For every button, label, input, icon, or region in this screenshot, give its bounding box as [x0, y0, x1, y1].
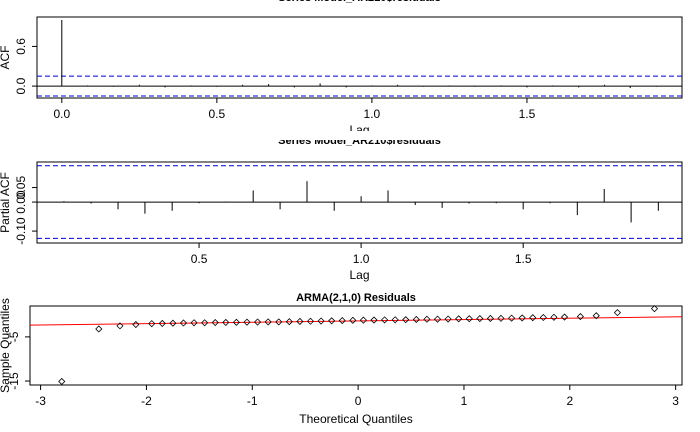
y-axis-label: Sample Quantiles: [0, 298, 12, 393]
qq-point: [391, 316, 399, 324]
qq-point: [306, 317, 315, 325]
y-axis-label: ACF: [0, 46, 12, 70]
qq-point: [370, 316, 378, 324]
x-tick-label: 2: [566, 394, 573, 408]
qq-point: [455, 315, 463, 323]
x-tick-label: 1: [461, 394, 468, 408]
title-mask: [0, 131, 700, 140]
chart-title: Series Model_AR210$residuals: [278, 0, 441, 4]
x-tick-label: 0.5: [209, 107, 226, 121]
panel: Series Model_AR210$residuals 0.0 0.5 1.0 1.5…: [0, 0, 683, 137]
y-tick-label: 0.05: [14, 176, 28, 200]
plot-frame: [36, 16, 683, 99]
qq-point: [433, 315, 442, 323]
qq-point: [592, 312, 600, 320]
qq-point: [576, 313, 584, 321]
y-tick-label: 0.00: [14, 190, 28, 214]
qq-point: [650, 305, 659, 313]
qq-point: [328, 317, 336, 325]
x-tick-label: 0.5: [191, 252, 208, 266]
x-tick-label: 0.0: [53, 107, 70, 121]
qq-point: [560, 313, 569, 321]
qq-point: [381, 316, 389, 324]
qq-point: [529, 314, 537, 322]
y-tick-label: -15: [7, 372, 21, 390]
x-tick-label: 1.5: [519, 107, 536, 121]
qq-point: [465, 315, 473, 323]
x-tick-label: -2: [141, 394, 152, 408]
qq-point: [285, 318, 293, 326]
x-tick-label: 0: [355, 394, 362, 408]
x-tick-label: 1.5: [515, 252, 532, 266]
qq-point: [222, 318, 230, 326]
x-axis-label: Lag: [349, 268, 369, 282]
qq-point: [169, 319, 177, 327]
qq-point: [232, 318, 240, 326]
qq-point: [539, 313, 547, 322]
x-tick-label: -1: [247, 394, 258, 408]
qq-point: [253, 318, 262, 326]
y-tick-label: -0.10: [14, 217, 28, 245]
y-axis-label: Partial ACF: [0, 172, 12, 233]
qq-point: [190, 319, 198, 327]
x-tick-label: -3: [35, 394, 46, 408]
qq-point: [359, 316, 367, 324]
qq-line: [29, 316, 683, 326]
qq-point: [58, 377, 66, 386]
qq-point: [613, 309, 622, 317]
qq-point: [179, 319, 188, 327]
panel: ARMA(2,1,0) Residuals -3 -2 -1 0 1 2 3 -15 -5 Theo…: [0, 292, 683, 426]
x-tick-label: 1.0: [364, 107, 381, 121]
y-tick-label: 0.6: [14, 38, 28, 55]
qq-point: [497, 314, 505, 322]
qq-point: [95, 325, 103, 333]
y-tick-label: 0.0: [14, 77, 28, 94]
qq-point: [211, 318, 219, 327]
qq-point: [338, 316, 346, 325]
qq-point: [243, 318, 251, 326]
x-tick-label: 1.0: [353, 252, 370, 266]
qq-point: [550, 313, 558, 321]
qq-point: [486, 314, 494, 323]
qq-point: [116, 322, 124, 330]
plot-frame: [29, 305, 683, 386]
qq-point: [444, 315, 452, 323]
qq-point: [317, 317, 325, 325]
qq-point: [275, 318, 283, 326]
qq-point: [158, 319, 166, 327]
x-tick-label: 3: [672, 394, 679, 408]
qq-point: [349, 316, 357, 324]
x-axis-label: Theoretical Quantiles: [299, 412, 412, 426]
qq-point: [264, 318, 272, 326]
qq-point: [132, 320, 140, 329]
qq-point: [402, 316, 410, 324]
qq-point: [518, 314, 526, 322]
qq-point: [412, 315, 420, 324]
qq-point: [423, 315, 431, 323]
chart-title: ARMA(2,1,0) Residuals: [296, 292, 416, 304]
qq-point: [508, 314, 516, 322]
qq-point: [296, 317, 304, 326]
qq-point: [201, 319, 209, 327]
qq-point: [148, 320, 156, 328]
y-tick-label: -5: [7, 331, 21, 342]
qq-point: [476, 315, 484, 323]
